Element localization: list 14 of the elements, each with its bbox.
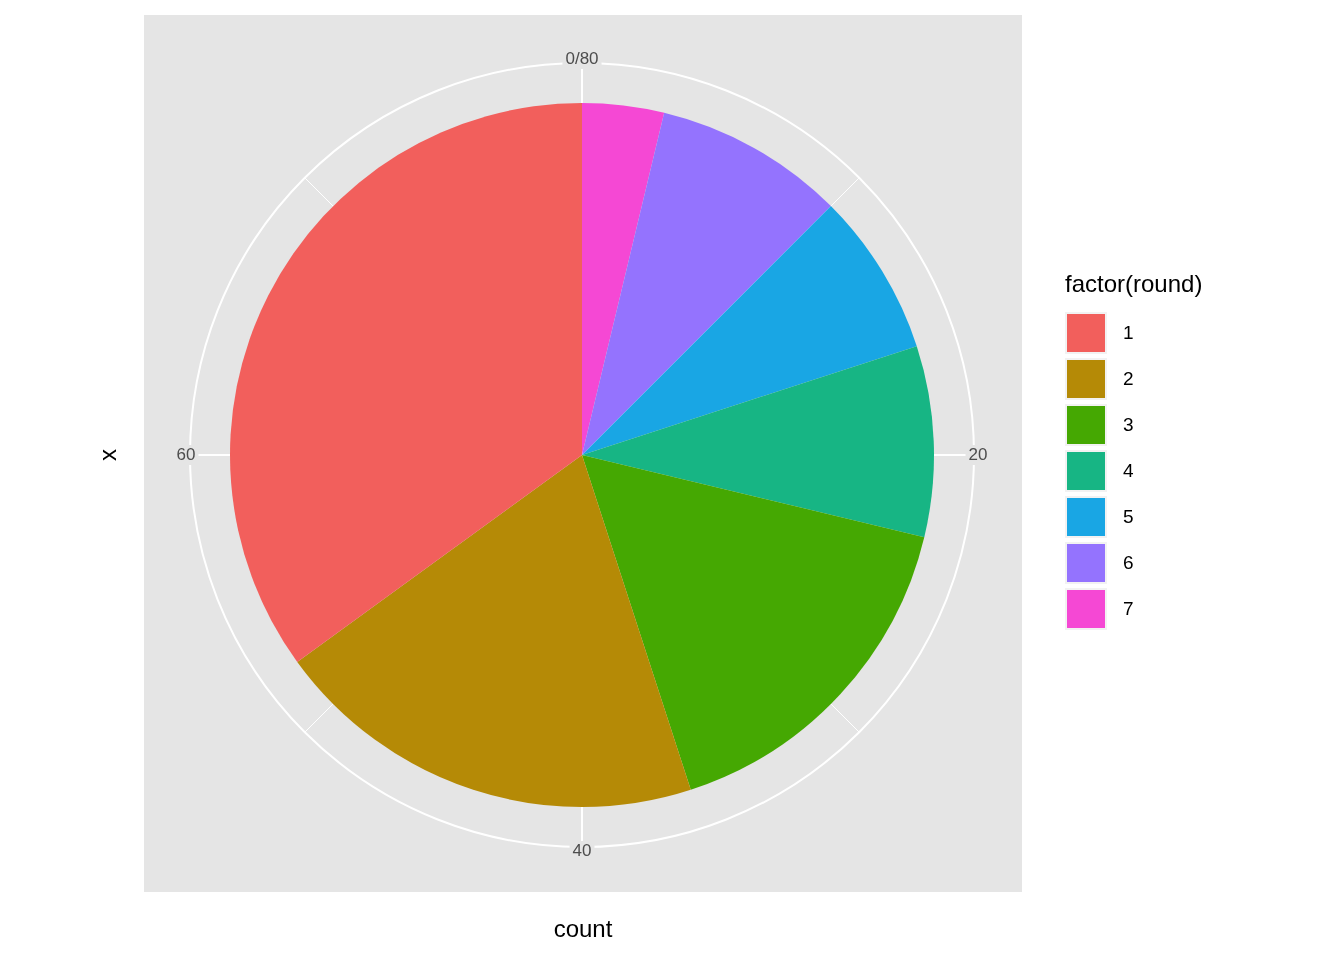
text: 0/80 [565,48,599,68]
legend-label: 5 [1123,506,1134,528]
legend-label: 6 [1123,552,1134,574]
legend-title: factor(round) [1065,270,1203,298]
legend-label: 2 [1123,368,1134,390]
legend-label: 3 [1123,414,1134,436]
text: 20 [968,444,988,464]
text: 40 [572,840,592,860]
legend-label: 7 [1123,598,1134,620]
text: x [94,449,122,461]
legend-label: 4 [1123,460,1134,482]
text: 60 [176,444,196,464]
legend-label: 1 [1123,322,1134,344]
text: count [552,915,614,943]
